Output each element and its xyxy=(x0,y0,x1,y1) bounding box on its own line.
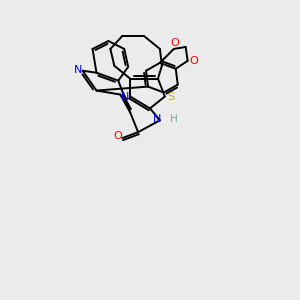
Text: O: O xyxy=(189,56,198,66)
Text: N: N xyxy=(74,65,82,75)
Text: S: S xyxy=(167,92,174,101)
Text: N: N xyxy=(153,114,161,124)
Text: N: N xyxy=(121,92,129,101)
Text: O: O xyxy=(170,38,179,48)
Text: O: O xyxy=(113,131,122,141)
Text: H: H xyxy=(170,114,178,124)
